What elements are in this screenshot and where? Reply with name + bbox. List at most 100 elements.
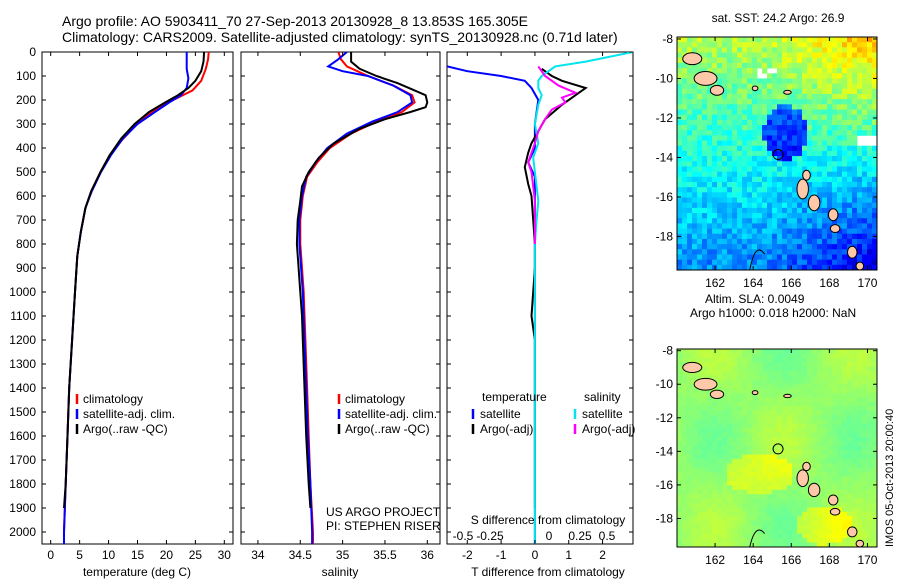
sst_map-ytick-label: -8 [662,32,673,46]
salinity-legend-entry: Argo(-adj) [582,422,635,436]
difference-top-tick-label: -0.5 [453,529,474,543]
depth-tick-label: 600 [16,189,36,203]
sst_map-ytick-label: -10 [656,71,674,85]
salinity-xlabel: salinity [322,565,359,579]
island-shape [855,539,865,547]
sst-map-panel: sat. SST: 24.2 Argo: 26.9 162 164 166 168 17… [656,11,878,290]
island-shape [827,494,839,506]
figure-title-line-2: Climatology: CARS2009. Satellite-adjuste… [62,29,618,45]
sla_map-ytick-label: -16 [656,478,674,492]
depth-tick-label: 1200 [9,333,36,347]
difference-xtick-label: 2 [599,548,606,562]
salinity-xtick-label: 34.5 [289,548,313,562]
sst_map-ytick-label: -16 [656,190,674,204]
island-shape [693,377,718,391]
sla_map-xtick-label: 170 [857,553,877,567]
depth-tick-label: 1500 [9,405,36,419]
island-shape [709,389,725,399]
difference-series-3 [527,65,579,244]
difference-top-tick-label: 0.5 [599,529,616,543]
island-shape [807,194,821,212]
difference-xlabel: T difference from climatology [471,565,625,579]
depth-tick-label: 1300 [9,357,36,371]
island-shape [709,84,725,96]
island-shape [682,361,703,373]
sla_map-xtick-label: 164 [743,553,763,567]
sst_map-xtick-label: 164 [743,276,763,290]
salinity-panel: 34 34.5 35 35.5 36 salinity climatologysatel… [240,51,441,579]
salinity-legend-entry: Argo(..raw -QC) [345,422,430,436]
island-shape [802,461,811,472]
island-shape [829,224,841,233]
project-credit: US ARGO PROJECT [326,505,441,519]
depth-tick-label: 800 [16,237,36,251]
salinity-series-2 [295,52,429,509]
depth-tick-label: 0 [29,45,36,59]
depth-tick-label: 1900 [9,501,36,515]
salinity-legend-entry: climatology [345,392,405,406]
depth-tick-label: 1000 [9,285,36,299]
depth-tick-label: 2000 [9,525,36,539]
sst_map-xtick-label: 162 [705,276,725,290]
temperature-xtick-label: 0 [47,548,54,562]
sla-map-title-line-1: Altim. SLA: 0.0049 [705,292,805,306]
island-shape [802,169,811,181]
difference-xtick-label: -2 [462,548,473,562]
temperature-xtick-label: 15 [131,548,145,562]
salinity-legend-entry: satellite-adj. clim. [345,407,437,421]
island-shape [855,261,865,270]
island-shape [682,52,703,66]
depth-tick-label: 200 [16,93,36,107]
difference-series-2 [532,52,633,544]
temperature-xtick-label: 5 [76,548,83,562]
sla_map-ytick-label: -12 [656,411,674,425]
depth-tick-label: 1700 [9,453,36,467]
sst_map-xtick-label: 168 [819,276,839,290]
depth-tick-label: 300 [16,117,36,131]
sla_map-ytick-label: -8 [662,344,673,358]
temperature-legend-title: temperature [482,390,547,404]
temperature-legend-entry: Argo(-adj) [480,422,533,436]
island-shape [827,208,839,222]
sla-map-panel: Altim. SLA: 0.0049 Argo h1000: 0.018 h20… [656,292,878,567]
sst-map-title: sat. SST: 24.2 Argo: 26.9 [712,11,845,25]
depth-tick-label: 900 [16,261,36,275]
difference-series-1 [523,67,588,508]
salinity-xtick-label: 36 [421,548,435,562]
sla-map-title-line-2: Argo h1000: 0.018 h2000: NaN [690,306,856,320]
temperature-legend-entry: climatology [83,392,143,406]
difference-xtick-label: -1 [496,548,507,562]
sla_map-ytick-label: -18 [656,511,674,525]
sla_map-xtick-label: 168 [819,553,839,567]
pi-credit: PI: STEPHEN RISER [326,519,441,533]
sla_map-xtick-label: 162 [705,553,725,567]
island-shape [751,390,759,396]
island-shape [751,85,759,92]
island-shape [846,526,858,538]
temperature-legend-entry: satellite-adj. clim. [83,407,175,421]
temperature-xtick-label: 20 [160,548,174,562]
salinity-xtick-label: 35.5 [373,548,397,562]
temperature-xtick-label: 10 [102,548,116,562]
difference-top-tick-label: -0.25 [476,529,504,543]
temperature-xtick-label: 25 [189,548,203,562]
sst_map-ytick-label: -12 [656,111,674,125]
sla_map-ytick-label: -10 [656,377,674,391]
sst_map-xtick-label: 166 [781,276,801,290]
depth-tick-label: 1400 [9,381,36,395]
figure-title-line-1: Argo profile: AO 5903411_70 27-Sep-2013 … [62,13,528,29]
argo-position-marker [772,443,784,455]
salinity-xtick-label: 35 [336,548,350,562]
temperature-xlabel: temperature (deg C) [83,565,191,579]
island-shape [796,469,809,488]
temperature-legend-entry: Argo(..raw -QC) [83,422,168,436]
argo-position-marker [772,149,784,161]
island-shape [693,71,718,86]
difference-top-tick-label: 0.25 [568,529,592,543]
island-shape [796,178,809,200]
sla_map-xtick-label: 166 [781,553,801,567]
sla_map-ytick-label: -14 [656,444,674,458]
island-shape [783,89,792,95]
difference-top-label: S difference from climatology [471,513,626,527]
